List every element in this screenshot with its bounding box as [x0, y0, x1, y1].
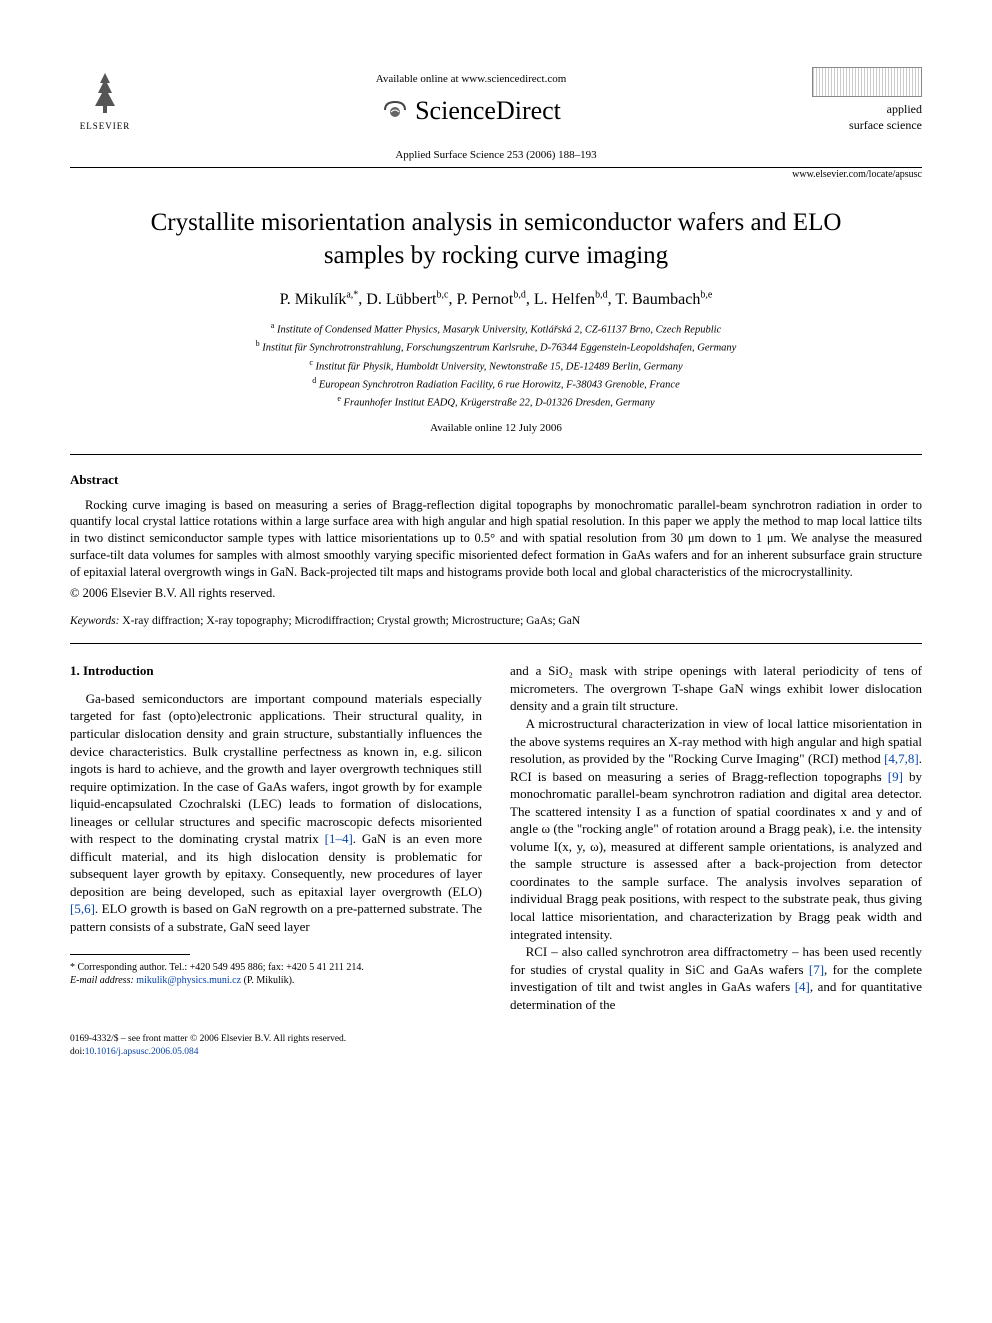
publication-date: Available online 12 July 2006 [70, 421, 922, 436]
author-list: P. Mikulíka,*, D. Lübbertb,c, P. Pernotb… [70, 288, 922, 310]
ref-link-5-6[interactable]: [5,6] [70, 901, 95, 916]
abstract-copyright: © 2006 Elsevier B.V. All rights reserved… [70, 585, 922, 602]
column-left: 1. Introduction Ga-based semiconductors … [70, 662, 482, 1013]
affiliation-c: c Institut für Physik, Humboldt Universi… [70, 357, 922, 375]
footnote-email-link[interactable]: mikulik@physics.muni.cz [136, 975, 241, 986]
affiliation-e: e Fraunhofer Institut EADQ, Krügerstraße… [70, 393, 922, 411]
footnote-separator [70, 954, 190, 955]
author-2: P. Pernotb,d [456, 291, 525, 308]
journal-url: www.elsevier.com/locate/apsusc [70, 168, 922, 182]
elsevier-logo: ELSEVIER [70, 60, 140, 140]
abstract-text: Rocking curve imaging is based on measur… [70, 497, 922, 581]
affiliation-a: a Institute of Condensed Matter Physics,… [70, 320, 922, 338]
abstract-rule-bottom [70, 643, 922, 644]
ref-link-4-7-8[interactable]: [4,7,8] [884, 751, 919, 766]
column-right: and a SiO₂ mask with stripe openings wit… [510, 662, 922, 1013]
author-0: P. Mikulíka,* [280, 291, 359, 308]
author-3: L. Helfenb,d [534, 291, 608, 308]
ref-link-4[interactable]: [4] [795, 979, 810, 994]
affiliation-d: d European Synchrotron Radiation Facilit… [70, 375, 922, 393]
footnote-email-label: E-mail address: [70, 975, 134, 986]
ref-link-9[interactable]: [9] [888, 769, 903, 784]
journal-name-2: surface science [802, 117, 922, 133]
ref-link-7[interactable]: [7] [809, 962, 824, 977]
center-header: Available online at www.sciencedirect.co… [140, 72, 802, 128]
sciencedirect-icon [381, 96, 409, 124]
page-footer: 0169-4332/$ – see front matter © 2006 El… [70, 1033, 922, 1058]
footnote-email-who: (P. Mikulík). [244, 975, 295, 986]
keywords-label: Keywords: [70, 615, 119, 627]
journal-cover-thumb [812, 67, 922, 97]
footnote-email-line: E-mail address: mikulik@physics.muni.cz … [70, 974, 482, 987]
publisher-header: ELSEVIER Available online at www.science… [70, 60, 922, 140]
journal-reference: Applied Surface Science 253 (2006) 188–1… [70, 148, 922, 163]
affiliation-list: a Institute of Condensed Matter Physics,… [70, 320, 922, 411]
article-title: Crystallite misorientation analysis in s… [110, 207, 882, 272]
footer-copyright: 0169-4332/$ – see front matter © 2006 El… [70, 1033, 922, 1045]
author-4: T. Baumbachb,e [615, 291, 712, 308]
footer-doi-line: doi:10.1016/j.apsusc.2006.05.084 [70, 1046, 922, 1058]
section-1-heading: 1. Introduction [70, 662, 482, 680]
sciencedirect-text: ScienceDirect [415, 93, 561, 128]
elsevier-tree-icon [80, 68, 130, 118]
footnote-tel-fax: * Corresponding author. Tel.: +420 549 4… [70, 961, 482, 974]
abstract-rule-top [70, 454, 922, 455]
elsevier-label: ELSEVIER [80, 120, 131, 132]
affiliation-b: b Institut für Synchrotronstrahlung, For… [70, 338, 922, 356]
corresponding-author-footnote: * Corresponding author. Tel.: +420 549 4… [70, 961, 482, 987]
col2-paragraph-1: and a SiO₂ mask with stripe openings wit… [510, 662, 922, 715]
body-columns: 1. Introduction Ga-based semiconductors … [70, 662, 922, 1013]
doi-link[interactable]: 10.1016/j.apsusc.2006.05.084 [85, 1047, 199, 1057]
available-online-text: Available online at www.sciencedirect.co… [140, 72, 802, 87]
col1-paragraph-1: Ga-based semiconductors are important co… [70, 690, 482, 936]
col2-paragraph-2: A microstructural characterization in vi… [510, 715, 922, 943]
abstract-heading: Abstract [70, 471, 922, 489]
journal-logo-block: applied surface science [802, 67, 922, 133]
author-1: D. Lübbertb,c [366, 291, 448, 308]
col2-paragraph-3: RCI – also called synchrotron area diffr… [510, 943, 922, 1013]
journal-name-1: applied [802, 101, 922, 117]
ref-link-1-4[interactable]: [1–4] [325, 831, 353, 846]
doi-label: doi: [70, 1047, 85, 1057]
sciencedirect-brand: ScienceDirect [140, 93, 802, 128]
keywords-line: Keywords: X-ray diffraction; X-ray topog… [70, 614, 922, 630]
keywords-text: X-ray diffraction; X-ray topography; Mic… [122, 615, 580, 627]
